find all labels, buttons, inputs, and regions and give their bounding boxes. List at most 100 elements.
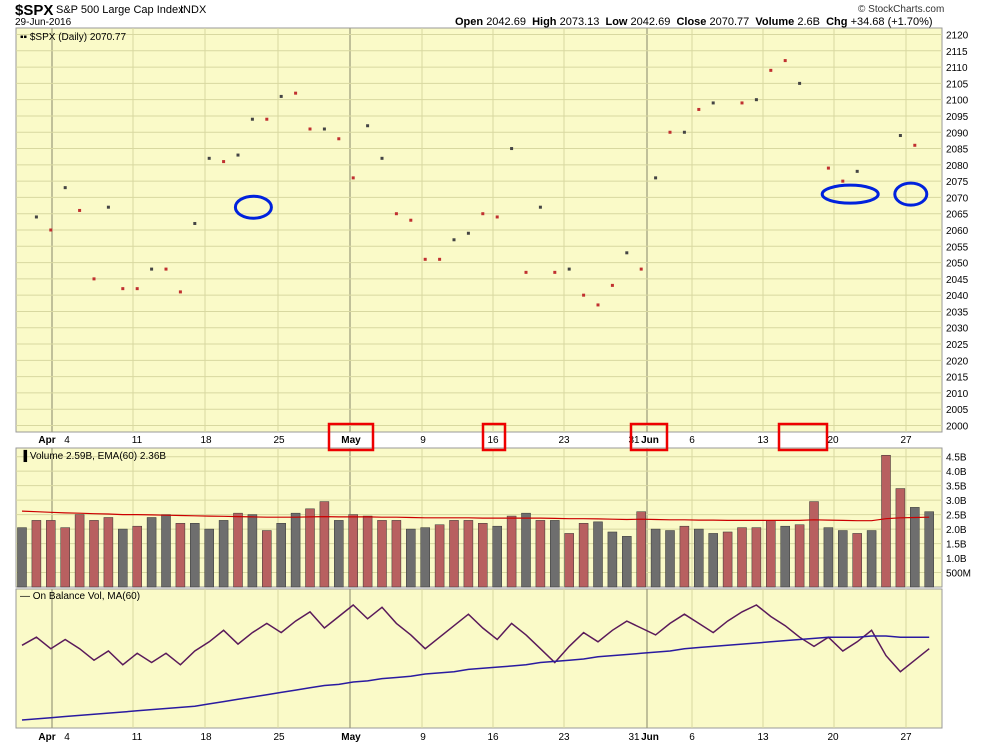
price-up-point [63, 186, 67, 190]
volume-bar [247, 514, 258, 588]
price-up-point [150, 267, 154, 271]
x-axis-label: Apr [38, 732, 55, 743]
price-tick-label: 2065 [946, 210, 969, 221]
price-down-point [481, 212, 485, 216]
chg-value: +34.68 (+1.70%) [850, 16, 933, 28]
volume-bar [593, 521, 603, 588]
price-tick-label: 2020 [946, 356, 969, 367]
price-down-point [294, 91, 298, 95]
volume-bar [838, 530, 848, 588]
x-axis-label: 9 [420, 732, 426, 743]
price-up-point [466, 231, 470, 235]
volume-tick-label: 2.5B [946, 511, 967, 522]
high-label: High [532, 16, 557, 28]
obv-line [21, 604, 930, 673]
x-axis-label: 25 [273, 732, 285, 743]
price-panel-title: ▪▪ $SPX (Daily) 2070.77 [20, 32, 126, 43]
price-down-point [841, 179, 845, 183]
volume-bar [46, 520, 56, 588]
price-up-point [855, 169, 859, 173]
obv-panel [15, 588, 943, 729]
x-axis-label: 4 [64, 435, 70, 446]
close-label: Close [676, 16, 707, 28]
highlight-box [629, 422, 669, 452]
price-up-point [798, 81, 802, 85]
volume-bar [290, 512, 301, 588]
price-down-point [783, 59, 787, 63]
volume-bar [60, 527, 70, 588]
volume-tick-label: 3.0B [946, 496, 967, 507]
volume-bar [348, 514, 358, 588]
volume-bar [204, 528, 214, 588]
price-tick-label: 2090 [946, 128, 969, 139]
volume-bar [823, 527, 834, 588]
price-down-point [337, 137, 341, 141]
price-tick-label: 2010 [946, 389, 969, 400]
volume-bar [780, 525, 790, 588]
volume-bar [708, 533, 718, 588]
price-down-point [495, 215, 499, 219]
close-value: 2070.77 [709, 16, 750, 28]
price-down-point [610, 283, 614, 287]
price-tick-label: 2075 [946, 177, 969, 188]
price-down-point [826, 166, 830, 170]
x-axis-label: 20 [827, 435, 839, 446]
price-up-point [193, 221, 197, 225]
price-tick-label: 2080 [946, 161, 969, 172]
price-tick-label: 2070 [946, 193, 969, 204]
volume-tick-label: 1.0B [946, 554, 967, 565]
price-down-point [222, 160, 226, 164]
price-down-point [423, 257, 427, 261]
volume-bar [118, 528, 128, 588]
x-axis-label: 16 [487, 732, 499, 743]
volume-bar [132, 525, 142, 588]
volume-bar [636, 511, 646, 588]
obv-panel-title: — On Balance Vol, MA(60) [20, 591, 140, 602]
x-axis-label: 23 [558, 732, 570, 743]
volume-bar [276, 523, 286, 588]
volume-bar [449, 520, 459, 588]
open-label: Open [455, 16, 484, 28]
x-axis-label: Apr [38, 435, 55, 446]
volume-bar [175, 523, 186, 588]
price-down-point [740, 101, 744, 105]
price-down-point [49, 228, 53, 232]
price-up-point [625, 251, 629, 255]
volume-panel-title: ▐ Volume 2.59B, EMA(60) 2.36B [20, 449, 166, 463]
volume-bar [607, 531, 618, 588]
price-tick-label: 2040 [946, 291, 969, 302]
price-down-point [121, 287, 125, 291]
volume-bar [679, 525, 690, 588]
volume-bar [550, 520, 560, 588]
volume-tick-label: 1.5B [946, 540, 967, 551]
price-down-point [668, 130, 672, 134]
ohlc-readout: Open 2042.69 High 2073.13 Low 2042.69 Cl… [455, 16, 933, 28]
x-axis-label: 13 [757, 732, 769, 743]
volume-bar [910, 507, 920, 588]
price-down-point [351, 176, 355, 180]
x-axis-label: 25 [273, 435, 285, 446]
price-up-point [754, 98, 758, 102]
price-down-point [409, 218, 413, 222]
volume-bar [622, 536, 632, 588]
x-axis-label: 4 [64, 732, 70, 743]
price-up-point [279, 94, 283, 98]
x-axis-label: 13 [757, 435, 769, 446]
highlight-box [777, 422, 829, 452]
volume-bar [694, 528, 704, 588]
volume-bar [665, 530, 675, 588]
volume-bar [17, 527, 27, 588]
price-down-point [308, 127, 312, 131]
volume-bar [362, 515, 373, 588]
volume-tick-label: 3.5B [946, 482, 967, 493]
price-tick-label: 2000 [946, 421, 969, 432]
price-up-point [34, 215, 38, 219]
volume-bar [924, 511, 934, 588]
price-up-point [510, 147, 514, 151]
date-label: 29-Jun-2016 [15, 17, 72, 28]
volume-bar [377, 520, 387, 588]
volume-bar [478, 523, 488, 588]
price-tick-label: 2005 [946, 405, 969, 416]
price-up-point [380, 156, 384, 160]
volume-bar [146, 517, 157, 588]
